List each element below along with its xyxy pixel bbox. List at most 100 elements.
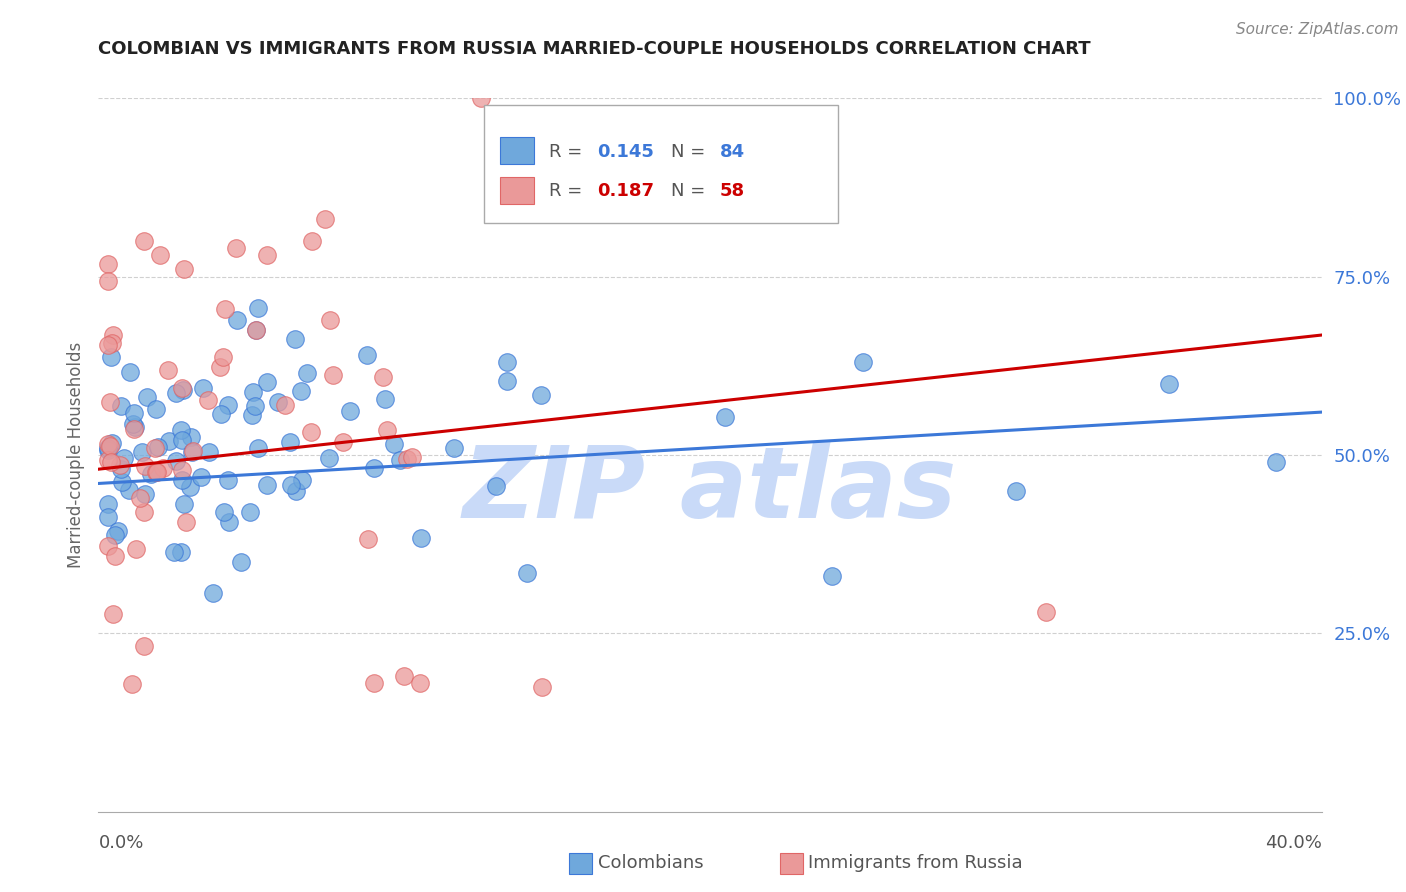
Text: 40.0%: 40.0% [1265, 834, 1322, 852]
Point [149, 248, 172, 262]
Point [240, 408, 263, 422]
Point [191, 381, 214, 395]
Point [100, 350, 122, 364]
Bar [499, 137, 534, 164]
Point [131, 445, 153, 459]
Point [713, 409, 735, 424]
Point [134, 458, 156, 473]
Point [245, 323, 267, 337]
Point [318, 450, 340, 465]
Point [110, 399, 132, 413]
Point [295, 366, 318, 380]
Text: 0.0%: 0.0% [98, 834, 143, 852]
Point [284, 332, 307, 346]
Point [408, 676, 430, 690]
Bar [499, 177, 534, 203]
Point [107, 524, 129, 539]
Point [97, 510, 120, 524]
Point [125, 542, 148, 557]
Point [181, 444, 204, 458]
Point [218, 515, 240, 529]
Text: 0.187: 0.187 [598, 182, 655, 200]
Text: 0.145: 0.145 [598, 143, 654, 161]
Point [141, 467, 163, 481]
Point [274, 398, 297, 412]
Point [485, 479, 508, 493]
Point [339, 404, 361, 418]
Point [530, 680, 553, 694]
Point [97, 443, 120, 458]
Point [129, 491, 152, 505]
Point [266, 395, 288, 409]
Point [108, 458, 131, 472]
Point [401, 450, 423, 465]
FancyBboxPatch shape [484, 105, 838, 223]
Text: N =: N = [671, 143, 711, 161]
Point [170, 433, 193, 447]
Point [356, 347, 378, 361]
Point [409, 531, 432, 545]
Point [100, 439, 122, 453]
Point [247, 301, 270, 316]
Point [239, 505, 262, 519]
Point [111, 475, 134, 490]
Point [530, 388, 553, 402]
Point [290, 384, 312, 398]
Point [134, 234, 156, 248]
Text: COLOMBIAN VS IMMIGRANTS FROM RUSSIA MARRIED-COUPLE HOUSEHOLDS CORRELATION CHART: COLOMBIAN VS IMMIGRANTS FROM RUSSIA MARR… [98, 40, 1091, 58]
Point [121, 417, 143, 431]
Point [97, 338, 120, 352]
Point [110, 462, 132, 476]
Point [97, 441, 120, 455]
Point [165, 386, 187, 401]
Point [363, 676, 385, 690]
Text: 58: 58 [720, 182, 745, 200]
Point [103, 607, 125, 621]
Point [470, 91, 492, 105]
Point [157, 434, 180, 449]
Point [145, 402, 167, 417]
Point [157, 363, 180, 377]
Point [122, 406, 145, 420]
Point [198, 445, 221, 459]
Point [172, 381, 194, 395]
Point [124, 419, 146, 434]
Text: 84: 84 [720, 143, 745, 161]
Point [163, 545, 186, 559]
Point [395, 451, 418, 466]
Point [495, 374, 517, 388]
Point [146, 465, 169, 479]
Point [122, 422, 145, 436]
Point [217, 474, 239, 488]
Point [318, 312, 340, 326]
Point [212, 505, 235, 519]
Point [356, 532, 378, 546]
Point [1004, 483, 1026, 498]
Point [170, 423, 193, 437]
Point [101, 436, 124, 450]
Point [225, 241, 247, 255]
Point [392, 669, 416, 683]
Point [1035, 605, 1057, 619]
Point [1264, 455, 1286, 469]
Point [1157, 376, 1180, 391]
Point [301, 234, 323, 248]
Point [112, 450, 135, 465]
Point [443, 441, 465, 455]
Point [225, 313, 247, 327]
Text: Colombians: Colombians [598, 855, 703, 872]
Point [118, 365, 141, 379]
Point [242, 385, 264, 400]
Point [322, 368, 344, 383]
Point [152, 460, 174, 475]
Point [97, 497, 120, 511]
Point [332, 434, 354, 449]
Point [104, 549, 127, 564]
Point [190, 470, 212, 484]
Point [496, 355, 519, 369]
Point [97, 452, 120, 467]
Point [256, 375, 278, 389]
Point [134, 639, 156, 653]
Point [852, 355, 875, 369]
Point [299, 425, 322, 440]
